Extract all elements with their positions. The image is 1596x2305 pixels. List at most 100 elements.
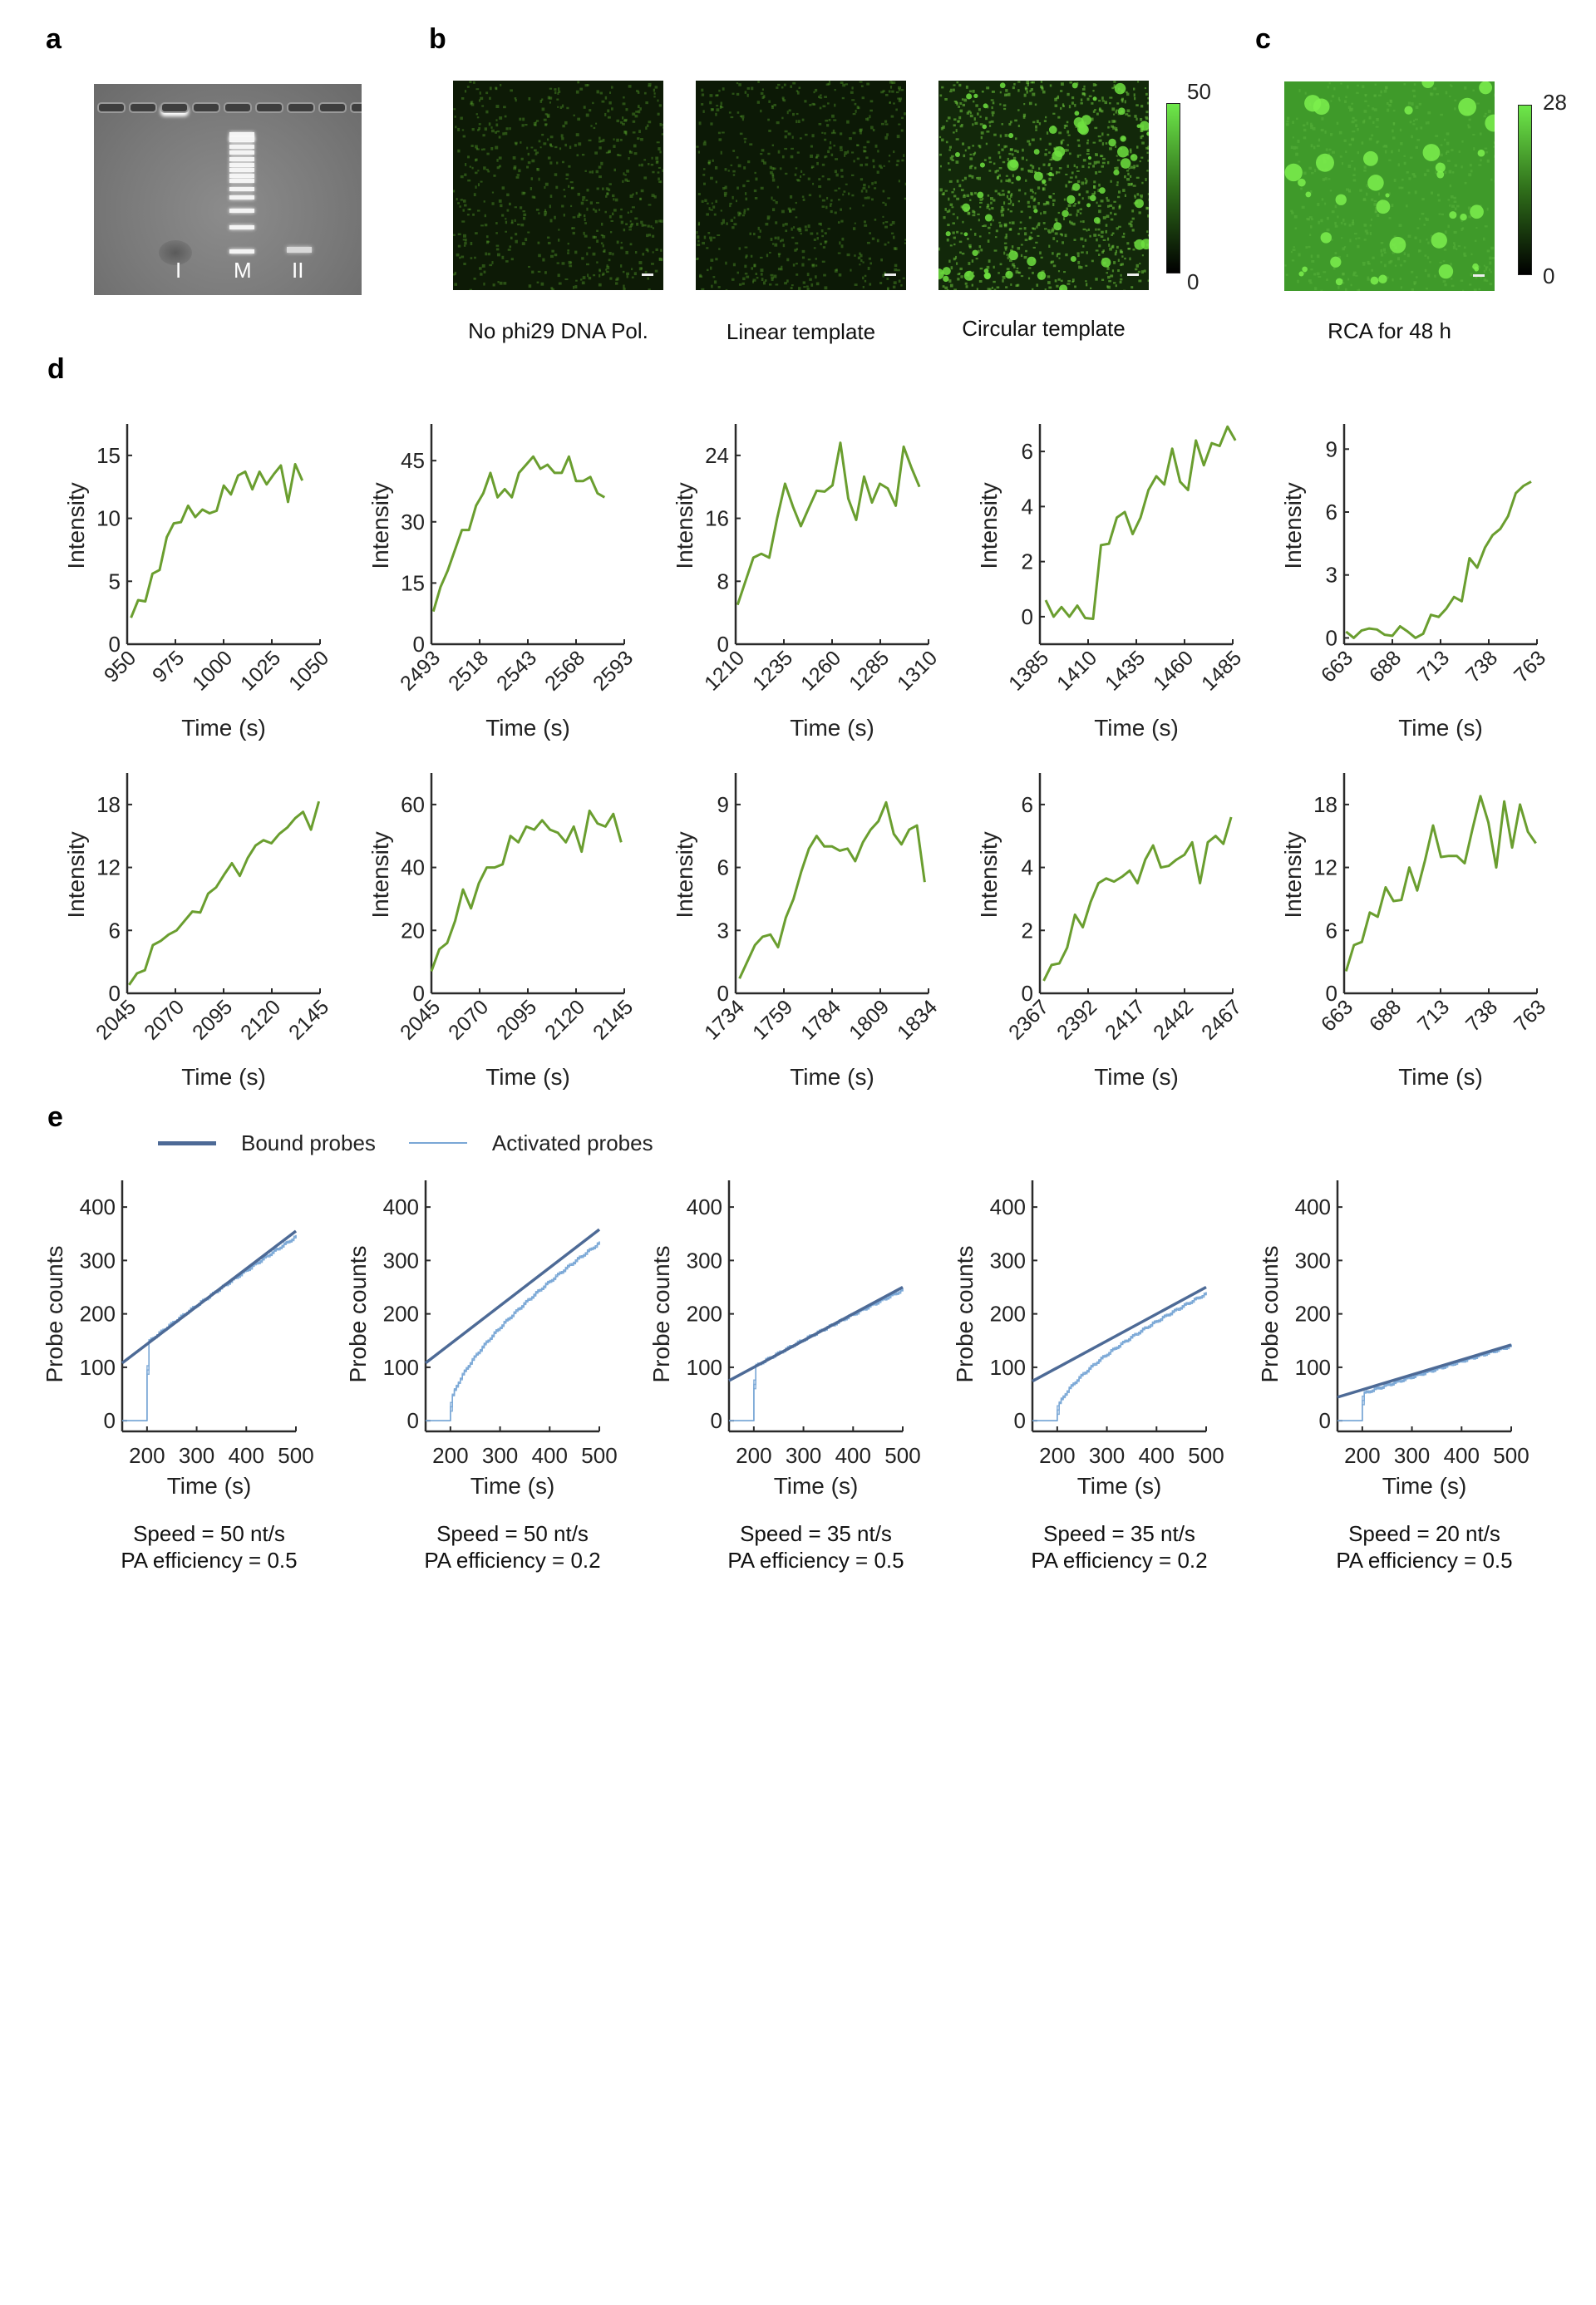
- colorbar-b: [1166, 103, 1180, 273]
- intensity-trace: [130, 463, 304, 618]
- panel-letter-c: c: [1255, 23, 1271, 55]
- intensity-trace: [736, 441, 921, 606]
- x-tick-label: 1485: [1197, 646, 1246, 695]
- x-tick-label: 400: [835, 1443, 871, 1468]
- pa-efficiency-caption: PA efficiency = 0.5: [727, 1548, 904, 1573]
- y-tick-label: 0: [104, 1408, 116, 1433]
- y-tick-label: 10: [96, 506, 121, 531]
- x-tick-label: 300: [179, 1443, 214, 1468]
- y-tick-label: 2: [1022, 918, 1033, 943]
- x-tick-label: 400: [229, 1443, 264, 1468]
- x-tick-label: 200: [1344, 1443, 1380, 1468]
- y-tick-label: 6: [1022, 439, 1033, 464]
- y-axis-label: Probe counts: [1257, 1246, 1283, 1383]
- y-tick-label: 0: [1014, 1408, 1026, 1433]
- x-tick-label: 1260: [796, 646, 845, 695]
- x-tick-label: 400: [1139, 1443, 1175, 1468]
- chart-e-3: 0 100 200 300 400 200 300 400 500 Time (s) Probe c…: [648, 1180, 921, 1573]
- ladder-band: [229, 137, 254, 141]
- x-tick-label: 200: [736, 1443, 771, 1468]
- x-tick-label: 1734: [700, 995, 749, 1044]
- y-tick-label: 100: [383, 1355, 419, 1380]
- x-tick-label: 300: [1089, 1443, 1125, 1468]
- y-tick-label: 0: [407, 1408, 419, 1433]
- activated-probes-trace: [1337, 1346, 1512, 1421]
- y-tick-label: 200: [1295, 1302, 1331, 1327]
- x-tick-label: 300: [786, 1443, 821, 1468]
- x-tick-label: 1385: [1004, 646, 1053, 695]
- caption-rca-48h: RCA for 48 h: [1328, 318, 1451, 343]
- ladder-band: [229, 225, 254, 229]
- y-tick-label: 3: [1326, 563, 1337, 588]
- y-tick-label: 400: [1295, 1194, 1331, 1219]
- y-tick-label: 15: [401, 570, 425, 595]
- y-tick-label: 400: [80, 1194, 116, 1219]
- y-tick-label: 400: [383, 1194, 419, 1219]
- legend-label-bound: Bound probes: [241, 1130, 376, 1155]
- y-tick-label: 300: [687, 1248, 722, 1273]
- y-tick-label: 9: [717, 792, 729, 817]
- y-tick-label: 0: [1022, 604, 1033, 629]
- x-tick-label: 2070: [140, 995, 189, 1044]
- ladder-band: [229, 249, 254, 254]
- ladder-band: [229, 168, 254, 172]
- pa-efficiency-caption: PA efficiency = 0.5: [121, 1548, 297, 1573]
- y-tick-label: 0: [109, 632, 121, 657]
- speed-caption: Speed = 35 nt/s: [740, 1521, 892, 1546]
- x-axis-label: Time (s): [167, 1473, 252, 1499]
- x-tick-label: 2045: [396, 995, 445, 1044]
- x-axis-label: Time (s): [790, 1064, 874, 1090]
- y-axis-label: Intensity: [367, 482, 393, 569]
- chart-e-5: 0 100 200 300 400 200 300 400 500 Time (s) Probe c…: [1257, 1180, 1530, 1573]
- speed-caption: Speed = 20 nt/s: [1348, 1521, 1500, 1546]
- x-tick-label: 400: [532, 1443, 568, 1468]
- micrograph-linear-template: [696, 81, 906, 290]
- lane-label-II: II: [292, 258, 304, 283]
- y-tick-label: 200: [80, 1302, 116, 1327]
- activated-probes-trace: [1337, 1344, 1512, 1421]
- y-tick-label: 0: [711, 1408, 722, 1433]
- speed-caption: Speed = 35 nt/s: [1043, 1521, 1195, 1546]
- x-tick-label: 1050: [284, 646, 333, 695]
- y-tick-label: 0: [717, 632, 729, 657]
- intensity-trace: [128, 800, 321, 986]
- intensity-trace: [1345, 480, 1532, 639]
- activated-probes-trace: [729, 1289, 904, 1421]
- x-axis-label: Time (s): [774, 1473, 859, 1499]
- y-tick-label: 4: [1022, 494, 1033, 519]
- y-tick-label: 3: [717, 918, 729, 943]
- x-tick-label: 738: [1461, 995, 1502, 1036]
- y-axis-label: Intensity: [1280, 831, 1306, 918]
- bound-probes-line: [424, 1228, 601, 1365]
- y-tick-label: 45: [401, 448, 425, 473]
- x-tick-label: 500: [278, 1443, 313, 1468]
- lane-label-I: I: [175, 258, 182, 283]
- speed-caption: Speed = 50 nt/s: [436, 1521, 589, 1546]
- y-tick-label: 200: [687, 1302, 722, 1327]
- y-tick-label: 0: [413, 632, 425, 657]
- y-tick-label: 24: [705, 443, 729, 468]
- y-tick-label: 0: [1326, 625, 1337, 650]
- y-tick-label: 6: [1022, 792, 1033, 817]
- y-tick-label: 2: [1022, 549, 1033, 574]
- x-tick-label: 2392: [1052, 995, 1101, 1044]
- ladder-band: [229, 163, 254, 167]
- y-axis-label: Intensity: [63, 831, 89, 918]
- legend-label-activated: Activated probes: [491, 1130, 653, 1155]
- y-tick-label: 15: [96, 443, 121, 468]
- y-tick-label: 200: [990, 1302, 1026, 1327]
- x-tick-label: 2543: [492, 646, 541, 695]
- x-axis-label: Time (s): [1382, 1473, 1467, 1499]
- y-axis-label: Intensity: [976, 831, 1002, 918]
- y-axis-label: Probe counts: [952, 1246, 978, 1383]
- x-tick-label: 1809: [845, 995, 894, 1044]
- activated-probes-trace: [1032, 1292, 1207, 1421]
- x-tick-label: 2095: [492, 995, 541, 1044]
- x-tick-label: 1759: [748, 995, 797, 1044]
- x-tick-label: 2467: [1197, 995, 1246, 1044]
- caption-linear-template: Linear template: [726, 319, 876, 344]
- x-tick-label: 688: [1365, 646, 1406, 687]
